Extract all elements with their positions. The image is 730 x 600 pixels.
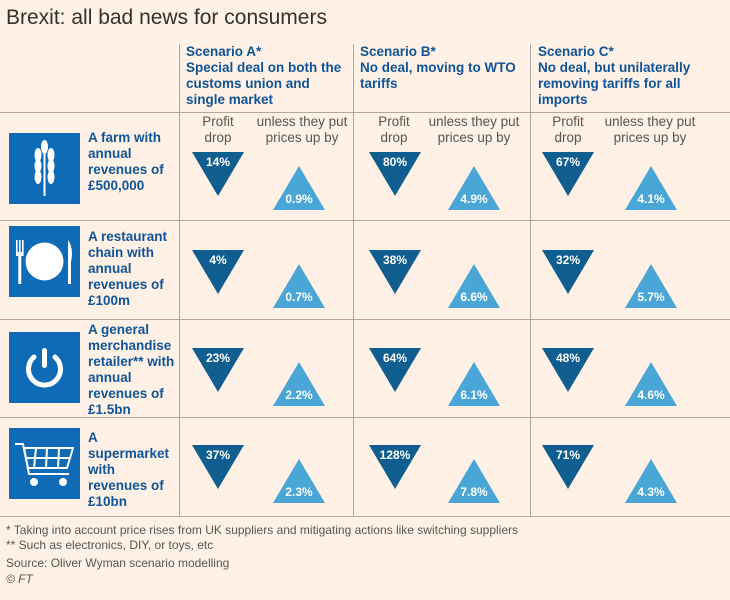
copyright: © FT	[6, 572, 33, 586]
price-rise-triangle-r3-a-label: 2.2%	[285, 388, 313, 402]
row-label-retailer: A general merchandise retailer** with an…	[88, 322, 175, 417]
profit-drop-triangle-r1-c-label: 67%	[555, 155, 581, 169]
divider-col-a	[179, 44, 180, 516]
divider-col-b	[353, 44, 354, 516]
profit-drop-triangle-r4-a	[192, 445, 244, 489]
profit-drop-triangle-r2-b	[369, 250, 421, 294]
price-rise-triangle-r2-b-label: 6.6%	[460, 290, 488, 304]
profit-drop-triangle-r4-b-label: 128%	[379, 448, 411, 462]
plate-cutlery-icon	[9, 226, 80, 297]
price-rise-triangle-r4-a	[273, 459, 325, 503]
price-rise-triangle-r1-b	[448, 166, 500, 210]
price-rise-triangle-r3-b	[448, 362, 500, 406]
footnote-2: ** Such as electronics, DIY, or toys, et…	[6, 538, 214, 552]
price-rise-triangle-r4-c	[625, 459, 677, 503]
price-rise-triangle-r2-b	[448, 264, 500, 308]
divider-col-c	[530, 44, 531, 516]
price-rise-label-b: unless they put prices up by	[428, 114, 520, 145]
profit-drop-triangle-r2-b-label: 38%	[382, 253, 408, 267]
row-label-restaurant: A restaurant chain with annual revenues …	[88, 229, 168, 308]
profit-drop-triangle-r1-b-label: 80%	[382, 155, 408, 169]
price-rise-triangle-r1-c-label: 4.1%	[637, 192, 665, 206]
price-rise-triangle-r1-a	[273, 166, 325, 210]
profit-drop-label-c: Profit drop	[552, 114, 584, 145]
profit-drop-triangle-r4-c-label: 71%	[555, 448, 581, 462]
price-rise-triangle-r3-a	[273, 362, 325, 406]
price-rise-triangle-r2-c-label: 5.7%	[637, 290, 665, 304]
price-rise-triangle-r4-c-label: 4.3%	[637, 485, 665, 499]
profit-drop-triangle-r1-b	[369, 152, 421, 196]
profit-drop-triangle-r1-a	[192, 152, 244, 196]
chart-title: Brexit: all bad news for consumers	[6, 6, 327, 29]
scenario-c-description: No deal, but unilaterally removing tarif…	[538, 60, 691, 107]
row-label-supermarket: A supermarket with revenues of £10bn	[88, 430, 170, 509]
scenario-a-description: Special deal on both the customs union a…	[186, 60, 342, 107]
power-icon	[9, 332, 80, 403]
price-rise-triangle-r2-c	[625, 264, 677, 308]
profit-drop-triangle-r3-a	[192, 348, 244, 392]
scenario-c-name: Scenario C*	[538, 44, 614, 59]
price-rise-triangle-r1-b-label: 4.9%	[460, 192, 488, 206]
profit-drop-triangle-r3-a-label: 23%	[205, 351, 231, 365]
wheat-icon	[9, 133, 80, 204]
profit-drop-triangle-r4-c	[542, 445, 594, 489]
price-rise-triangle-r3-c-label: 4.6%	[637, 388, 665, 402]
divider-row-3	[0, 417, 730, 418]
profit-drop-triangle-r2-c-label: 32%	[555, 253, 581, 267]
profit-drop-triangle-r2-a-label: 4%	[209, 253, 227, 267]
scenario-c-header: Scenario C* No deal, but unilaterally re…	[538, 44, 708, 108]
profit-drop-triangle-r2-c	[542, 250, 594, 294]
price-rise-triangle-r3-b-label: 6.1%	[460, 388, 488, 402]
divider-header	[0, 112, 730, 113]
divider-row-2	[0, 319, 730, 320]
profit-drop-triangle-r4-a-label: 37%	[205, 448, 231, 462]
price-rise-triangle-r1-a-label: 0.9%	[285, 192, 313, 206]
price-rise-triangle-r4-a-label: 2.3%	[285, 485, 313, 499]
price-rise-triangle-r2-a-label: 0.7%	[285, 290, 313, 304]
price-rise-triangle-r4-b-label: 7.8%	[460, 485, 488, 499]
profit-drop-triangle-r3-c-label: 48%	[555, 351, 581, 365]
profit-drop-triangle-r3-b-label: 64%	[382, 351, 408, 365]
shopping-trolley-icon	[9, 428, 80, 499]
price-rise-triangle-r4-b	[448, 459, 500, 503]
profit-drop-triangle-r3-c	[542, 348, 594, 392]
divider-row-1	[0, 220, 730, 221]
divider-bottom	[0, 516, 730, 517]
profit-drop-triangle-r3-b	[369, 348, 421, 392]
price-rise-label-c: unless they put prices up by	[604, 114, 696, 145]
profit-drop-triangle-r4-b	[369, 445, 421, 489]
profit-drop-triangle-r2-a	[192, 250, 244, 294]
profit-drop-triangle-r1-c	[542, 152, 594, 196]
profit-drop-label-a: Profit drop	[202, 114, 234, 145]
footnote-1: * Taking into account price rises from U…	[6, 523, 519, 537]
scenario-a-name: Scenario A*	[186, 44, 262, 59]
price-rise-label-a: unless they put prices up by	[256, 114, 348, 145]
price-rise-triangle-r2-a	[273, 264, 325, 308]
price-rise-triangle-r1-c	[625, 166, 677, 210]
profit-drop-triangle-r1-a-label: 14%	[205, 155, 231, 169]
scenario-b-header: Scenario B* No deal, moving to WTO tarif…	[360, 44, 520, 92]
scenario-a-header: Scenario A* Special deal on both the cus…	[186, 44, 351, 108]
price-rise-triangle-r3-c	[625, 362, 677, 406]
scenario-b-name: Scenario B*	[360, 44, 436, 59]
scenario-b-description: No deal, moving to WTO tariffs	[360, 60, 516, 91]
source-note: Source: Oliver Wyman scenario modelling	[6, 556, 230, 570]
profit-drop-label-b: Profit drop	[378, 114, 410, 145]
row-label-farm: A farm with annual revenues of £500,000	[88, 130, 164, 193]
